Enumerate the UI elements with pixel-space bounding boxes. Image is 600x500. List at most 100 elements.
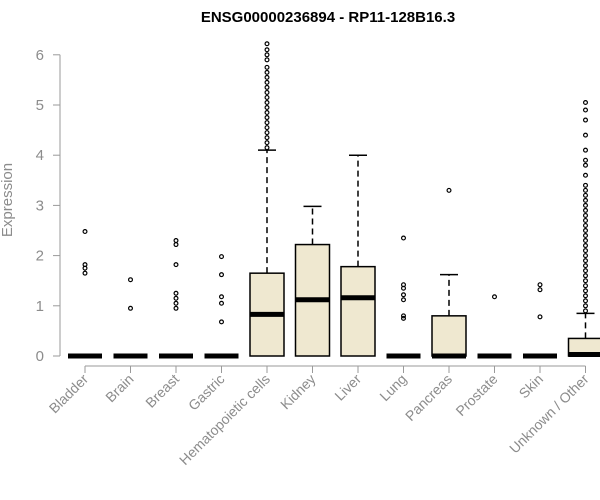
outlier-point <box>264 145 270 151</box>
outlier-point <box>401 297 407 303</box>
outlier-point <box>173 262 179 268</box>
outlier-point <box>582 288 588 294</box>
outlier-point <box>537 287 543 293</box>
outlier-point <box>582 132 588 138</box>
outlier-point <box>582 202 588 208</box>
outlier-point <box>582 303 588 309</box>
outlier-point <box>82 270 88 276</box>
x-tick-label: Skin <box>516 371 547 402</box>
outlier-point <box>401 292 407 298</box>
outlier-point <box>582 187 588 193</box>
outlier-point <box>264 47 270 53</box>
outlier-point <box>219 254 225 260</box>
outlier-point <box>264 115 270 121</box>
x-tick-label: Gastric <box>185 371 228 414</box>
outlier-point <box>582 212 588 218</box>
box-unknown-other <box>567 99 600 357</box>
outlier-point <box>582 192 588 198</box>
outlier-point <box>537 314 543 320</box>
outlier-point <box>582 278 588 284</box>
y-axis-label: Expression <box>0 163 16 237</box>
x-tick-label: Breast <box>142 371 182 411</box>
outlier-point <box>582 157 588 163</box>
outlier-point <box>582 162 588 168</box>
outlier-point <box>173 295 179 301</box>
outlier-point <box>582 243 588 249</box>
outlier-point <box>264 84 270 90</box>
outlier-point <box>82 262 88 268</box>
plot-area <box>68 41 600 359</box>
outlier-point <box>582 248 588 254</box>
box-lung <box>386 235 421 359</box>
outlier-point <box>582 293 588 299</box>
outlier-point <box>264 52 270 58</box>
outlier-point <box>82 229 88 235</box>
outlier-point <box>582 172 588 178</box>
outlier-point <box>219 294 225 300</box>
y-tick-label: 2 <box>36 248 44 265</box>
outlier-point <box>264 69 270 75</box>
x-tick-label: Bladder <box>46 371 92 417</box>
x-tick-label: Unknown / Other <box>506 371 592 457</box>
outlier-point <box>582 117 588 123</box>
outlier-point <box>264 89 270 95</box>
outlier-point <box>173 290 179 296</box>
outlier-point <box>264 110 270 116</box>
iqr-box <box>431 315 467 357</box>
y-tick-label: 4 <box>36 147 44 164</box>
outlier-point <box>264 94 270 100</box>
outlier-point <box>582 197 588 203</box>
outlier-point <box>264 105 270 111</box>
outlier-point <box>537 282 543 288</box>
outlier-point <box>582 273 588 279</box>
outlier-point <box>582 263 588 269</box>
outlier-point <box>582 182 588 188</box>
outlier-point <box>492 294 498 300</box>
box-gastric <box>204 254 239 359</box>
outlier-point <box>582 268 588 274</box>
box-brain <box>113 277 148 359</box>
box-hematopoietic-cells <box>249 41 285 357</box>
outlier-point <box>582 147 588 153</box>
outlier-point <box>219 272 225 278</box>
outlier-point <box>582 298 588 304</box>
box-breast <box>159 238 193 359</box>
outlier-point <box>401 235 407 241</box>
x-tick-label: Kidney <box>277 371 319 413</box>
outlier-point <box>173 305 179 311</box>
x-tick-label: Lung <box>376 371 409 404</box>
outlier-point <box>128 305 134 311</box>
box-kidney <box>294 205 331 357</box>
box-skin <box>523 282 557 359</box>
chart-title: ENSG00000236894 - RP11-128B16.3 <box>201 9 455 26</box>
outlier-point <box>582 253 588 259</box>
y-tick-label: 0 <box>36 348 44 365</box>
outlier-point <box>264 130 270 136</box>
x-tick-label: Pancreas <box>402 371 455 424</box>
box-prostate <box>477 294 512 359</box>
outlier-point <box>582 99 588 105</box>
x-tick-label: Hematopoietic cells <box>176 371 273 468</box>
outlier-point <box>582 207 588 213</box>
outlier-point <box>128 277 134 283</box>
x-tick-label: Prostate <box>452 371 500 419</box>
x-tick-label: Brain <box>102 371 136 405</box>
outlier-point <box>582 217 588 223</box>
outlier-point <box>582 233 588 239</box>
outlier-point <box>401 313 407 319</box>
outlier-point <box>582 228 588 234</box>
outlier-point <box>264 79 270 85</box>
box-pancreas <box>431 187 467 359</box>
outlier-point <box>264 140 270 146</box>
outlier-point <box>582 283 588 289</box>
outlier-point <box>173 242 179 248</box>
x-tick-label: Liver <box>331 371 364 404</box>
outlier-point <box>582 222 588 228</box>
outlier-point <box>264 99 270 105</box>
iqr-box <box>340 265 376 357</box>
outlier-point <box>401 315 407 321</box>
y-tick-label: 6 <box>36 47 44 64</box>
outlier-point <box>582 308 588 314</box>
